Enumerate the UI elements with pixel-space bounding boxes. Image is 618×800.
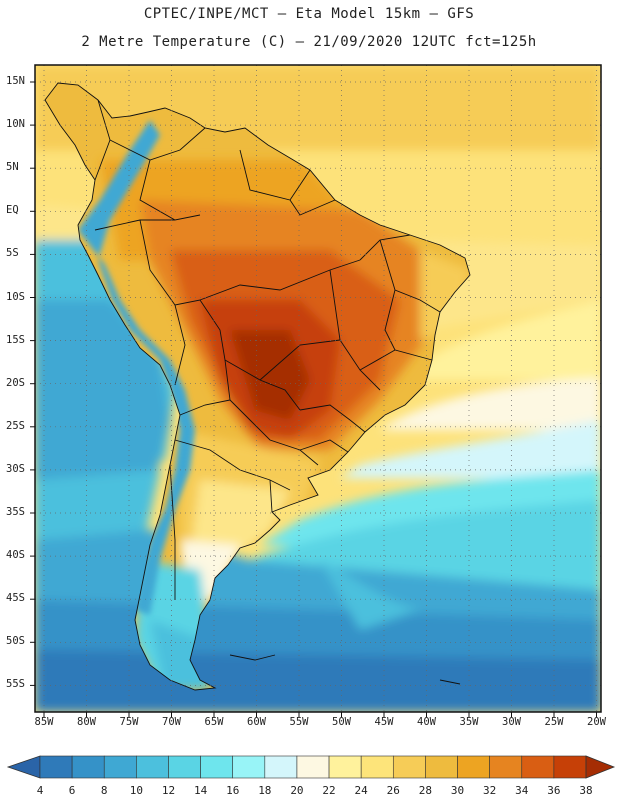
lon-label: 55W [289,716,309,728]
colorbar-tick-label: 4 [36,784,44,797]
colorbar-tick-label: 24 [354,784,368,797]
colorbar-tick-label: 22 [322,784,336,797]
lon-label: 75W [119,716,139,728]
colorbar-tick-label: 34 [515,784,529,797]
colorbar-swatch [39,755,73,779]
colorbar-tick-label: 38 [579,784,593,797]
colorbar-tick-label: 36 [547,784,561,797]
colorbar-tick-label: 14 [193,784,208,797]
colorbar-swatch [168,755,201,779]
lat-label: 10S [6,290,25,303]
lon-label: 45W [374,716,394,728]
lon-label: 30W [502,716,521,728]
lat-label: 15S [6,333,25,346]
map-frame [34,64,602,713]
lat-label: 35S [6,506,25,518]
lat-label: 30S [6,462,25,475]
lat-label: 5S [6,247,19,260]
lon-label: 50W [332,716,351,728]
colorbar-swatch [232,755,266,779]
colorbar-tick-label: 30 [450,784,465,797]
lon-label: 70W [162,716,181,728]
colorbar-min-arrow [6,755,41,779]
colorbar-tick-label: 28 [418,784,433,797]
axis-ticks [30,81,597,717]
lon-label: 40W [417,716,436,728]
lat-label: 20S [6,376,25,389]
lat-label: 15N [6,75,25,87]
colorbar-tick-label: 12 [161,784,176,797]
lat-label: 40S [6,549,25,562]
lon-label: 25W [544,716,564,728]
lat-label: 50S [6,635,25,648]
lat-label: 5N [6,161,19,174]
colorbar-swatch [200,755,234,779]
map-title-line-1: CPTEC/INPE/MCT – Eta Model 15km – GFS [143,6,475,22]
colorbar-swatch [296,755,330,779]
colorbar-max-arrow [585,755,616,779]
colorbar-swatch [425,755,458,779]
lon-label: 65W [204,716,224,728]
colorbar-swatch [264,755,298,779]
colorbar-swatch [392,755,426,779]
colorbar-swatch [360,755,394,779]
lon-label: 35W [459,716,479,728]
lat-label: 55S [6,678,25,691]
lon-label: 20W [587,716,606,728]
colorbar-tick-label: 26 [386,784,400,797]
map-field [35,65,601,712]
lat-label: EQ [6,204,19,217]
colorbar-tick-label: 8 [100,784,108,797]
lat-label: 45S [6,592,25,605]
political-borders [44,82,471,691]
lat-label: 10N [6,118,25,131]
lon-label: 60W [247,716,266,728]
colorbar-tick-label: 16 [226,784,240,797]
colorbar-tick-label: 10 [129,784,143,797]
colorbar-swatch [521,755,555,779]
colorbar-tick-label: 32 [483,784,497,797]
colorbar-tick-label: 18 [258,784,272,797]
lon-label: 85W [34,716,54,728]
colorbar-tick-label: 20 [290,784,304,797]
colorbar-tick-label: 6 [68,784,76,797]
lon-label: 80W [77,716,96,728]
colorbar [6,755,616,779]
colorbar-swatch [71,755,105,779]
colorbar-swatch [103,755,137,779]
lat-label: 25S [6,419,25,432]
colorbar-swatch [489,755,523,779]
colorbar-swatch [136,755,169,779]
colorbar-swatch [328,755,362,779]
colorbar-swatch [553,755,587,779]
map-title-line-2: 2 Metre Temperature (C) – 21/09/2020 12U… [81,34,537,50]
colorbar-swatch [457,755,490,779]
